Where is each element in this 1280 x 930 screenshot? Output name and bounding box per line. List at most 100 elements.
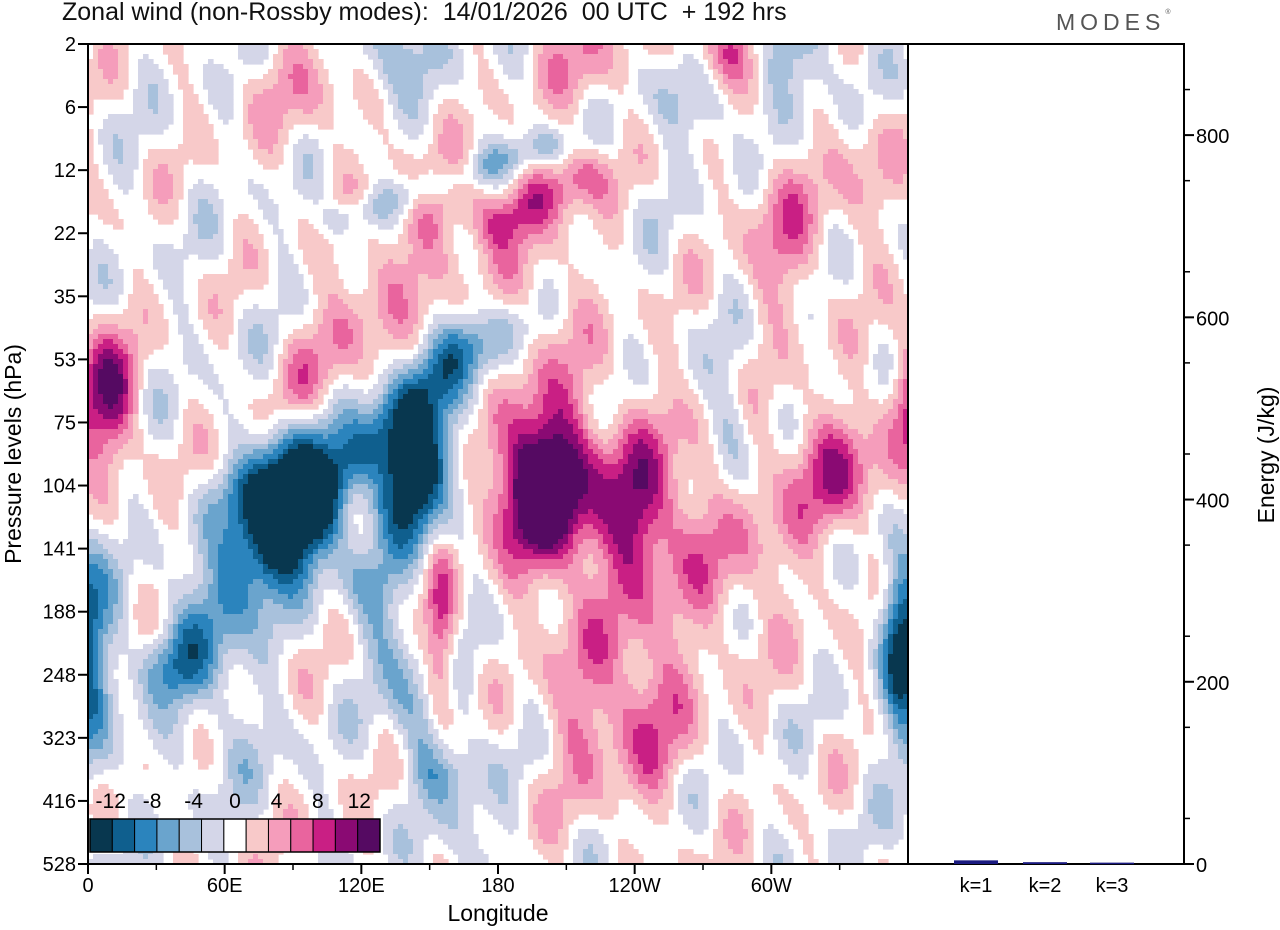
heat-cell [243, 239, 249, 245]
heat-cell [473, 159, 479, 165]
heat-cell [93, 244, 109, 250]
heat-cell [133, 369, 139, 375]
heat-cell [773, 244, 804, 250]
heat-cell [733, 104, 754, 110]
heat-cell [818, 534, 829, 540]
heat-cell [748, 279, 759, 285]
heat-cell [893, 619, 904, 625]
heat-cell [793, 64, 834, 70]
heat-cell [243, 464, 254, 470]
heat-cell [678, 644, 729, 650]
heat-cell [168, 289, 184, 295]
heat-cell [453, 369, 464, 375]
heat-cell [108, 79, 114, 85]
heat-cell [173, 309, 189, 315]
heat-cell [678, 479, 689, 485]
heat-cell [133, 494, 139, 500]
heat-cell [373, 59, 384, 65]
heat-cell [408, 214, 414, 220]
heat-cell [803, 184, 819, 190]
heat-cell [458, 694, 469, 700]
heat-cell [828, 259, 854, 265]
heat-cell [193, 444, 209, 450]
heat-cell [813, 119, 829, 125]
heat-cell [198, 649, 209, 655]
heat-cell [828, 344, 844, 350]
heat-cell [518, 224, 549, 230]
heat-cell [453, 49, 464, 55]
heat-cell [453, 669, 474, 675]
heat-cell [388, 449, 439, 455]
heat-cell [298, 674, 314, 680]
heat-cell [503, 189, 514, 195]
heat-cell [863, 244, 889, 250]
heat-cell [193, 589, 209, 595]
heat-cell [373, 209, 394, 215]
heat-cell [433, 664, 444, 670]
heat-cell [813, 109, 824, 115]
heat-cell [433, 549, 439, 555]
heat-cell [853, 484, 859, 490]
heat-cell [903, 364, 908, 370]
heat-cell [573, 444, 584, 450]
heat-cell [408, 134, 419, 140]
heat-cell [278, 569, 294, 575]
heat-cell [378, 179, 394, 185]
heat-cell [593, 339, 609, 345]
heat-cell [543, 399, 569, 405]
heat-cell [693, 414, 704, 420]
heat-cell [413, 559, 419, 565]
heat-cell [573, 544, 579, 550]
heat-cell [693, 684, 704, 690]
heat-cell [413, 534, 419, 540]
heat-cell [733, 149, 759, 155]
heat-cell [183, 89, 194, 95]
heat-cell [748, 54, 759, 60]
heat-cell [123, 154, 139, 160]
heat-cell [408, 579, 419, 585]
heat-cell [98, 644, 104, 650]
heat-cell [588, 439, 594, 445]
heat-cell [388, 294, 404, 300]
heat-cell [168, 654, 179, 660]
heat-cell [113, 459, 124, 465]
heat-cell [478, 534, 484, 540]
heat-cell [643, 514, 659, 520]
heat-cell [703, 274, 714, 280]
heat-cell [148, 374, 174, 380]
heat-cell [483, 534, 494, 540]
heat-cell [218, 554, 254, 560]
heat-cell [238, 499, 244, 505]
heat-cell [618, 194, 629, 200]
heat-cell [383, 419, 394, 425]
heat-cell [483, 539, 494, 545]
heat-cell [268, 219, 279, 225]
heat-cell [88, 614, 99, 620]
heat-cell [678, 574, 689, 580]
heat-cell [93, 314, 144, 320]
heat-cell [748, 254, 809, 260]
heat-cell [178, 624, 194, 630]
heat-cell [253, 124, 284, 130]
heat-cell [548, 684, 634, 690]
heat-cell [253, 244, 264, 250]
heat-cell [803, 54, 829, 60]
heat-cell [108, 164, 139, 170]
heat-cell [393, 404, 399, 410]
heat-cell [808, 534, 819, 540]
heat-cell [428, 604, 439, 610]
heat-cell [813, 49, 829, 55]
heat-cell [648, 339, 674, 345]
heat-cell [243, 244, 254, 250]
heat-cell [373, 494, 379, 500]
heat-cell [633, 539, 644, 545]
heat-cell [468, 404, 474, 410]
heat-cell [503, 544, 524, 550]
heat-cell [228, 434, 274, 440]
heat-cell [218, 214, 224, 220]
heat-cell [388, 639, 399, 645]
heat-cell [538, 354, 604, 360]
heat-cell [98, 389, 124, 395]
heat-cell [183, 124, 214, 130]
heat-cell [748, 399, 759, 405]
